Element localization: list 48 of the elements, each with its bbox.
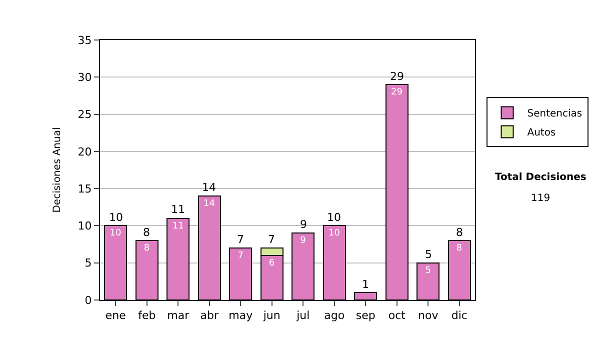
y-tick-label: 5	[84, 256, 92, 270]
total-label: 10	[327, 211, 341, 224]
total-label: 14	[202, 181, 216, 194]
data-label: 5	[425, 266, 431, 276]
y-axis-title: Decisiones Anual	[52, 127, 63, 213]
total-label: 29	[390, 70, 404, 83]
x-tick-label: mar	[167, 309, 190, 322]
data-label: 29	[391, 88, 403, 98]
total-label: 1	[362, 278, 369, 291]
data-label: 8	[456, 244, 462, 254]
data-label: 7	[238, 251, 244, 261]
data-label: 10	[328, 228, 340, 239]
legend-label: Autos	[527, 128, 556, 139]
data-label: 6	[268, 258, 275, 268]
x-tick-label: oct	[388, 309, 406, 322]
y-tick-label: 25	[78, 108, 92, 122]
total-label: 9	[300, 218, 307, 231]
total-label: 11	[171, 203, 185, 216]
total-label: 8	[456, 226, 463, 239]
data-label: 9	[300, 236, 306, 246]
x-tick-label: abr	[200, 309, 219, 322]
x-tick-label: jul	[296, 309, 310, 322]
total-label: 8	[143, 226, 150, 239]
x-tick-label: sep	[356, 309, 376, 322]
total-label: 5	[425, 248, 432, 261]
x-tick-label: ago	[324, 309, 345, 322]
total-label: 7	[268, 233, 275, 246]
total-label: 10	[109, 211, 123, 224]
text: 119	[531, 193, 550, 204]
y-tick-label: 0	[84, 294, 92, 307]
x-tick-label: dic	[451, 309, 468, 322]
x-tick-label: may	[228, 309, 254, 322]
x-tick-label: nov	[418, 309, 439, 322]
legend-label: Sentencias	[527, 108, 582, 120]
y-tick-label: 10	[78, 220, 92, 233]
total-label: 7	[237, 233, 244, 246]
y-tick-label: 15	[78, 182, 92, 196]
data-label: 14	[204, 199, 216, 209]
data-label: 10	[110, 228, 122, 239]
text: Total Decisiones	[495, 172, 586, 183]
y-tick-label: 20	[78, 145, 92, 158]
x-tick-label: feb	[138, 309, 156, 322]
x-tick-label: jun	[262, 309, 280, 322]
y-tick-label: 35	[78, 34, 92, 47]
x-tick-label: ene	[105, 309, 126, 322]
data-label: 11	[172, 221, 184, 232]
data-label: 8	[144, 244, 150, 254]
y-tick-label: 30	[78, 70, 92, 84]
